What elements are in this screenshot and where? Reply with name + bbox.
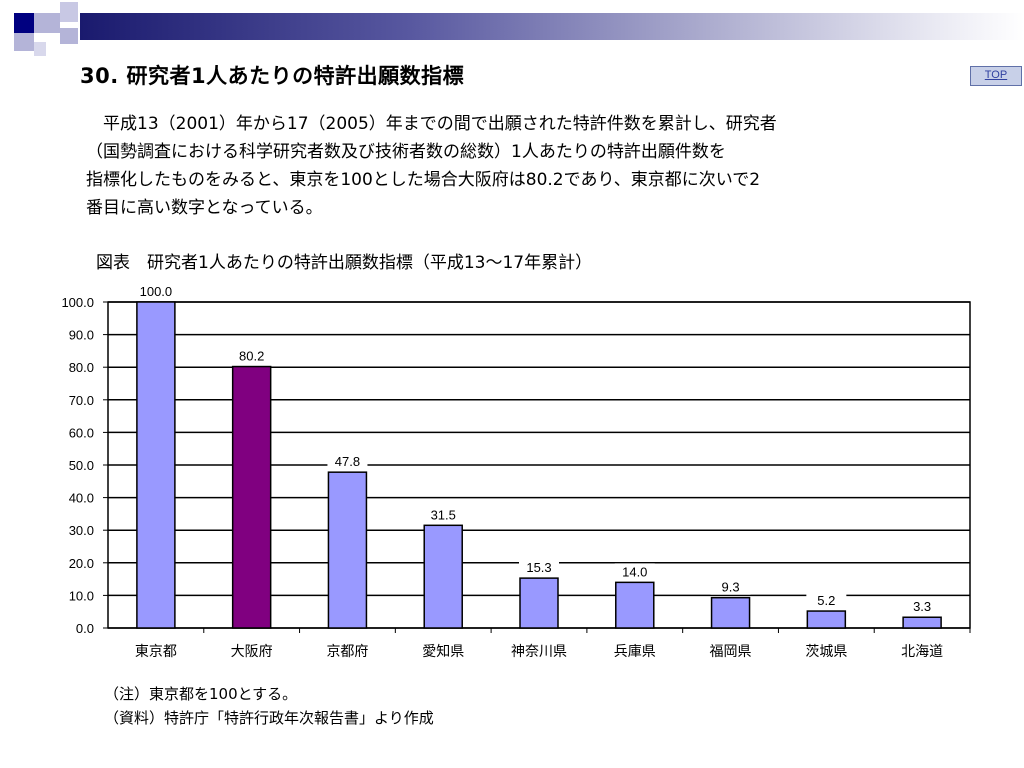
body-line: 平成13（2001）年から17（2005）年までの間で出願された特許件数を累計し… bbox=[86, 114, 777, 134]
y-tick-label: 100.0 bbox=[61, 295, 94, 310]
x-tick-label: 北海道 bbox=[901, 644, 943, 660]
footnote-line: （資料）特許庁「特許行政年次報告書」より作成 bbox=[104, 709, 434, 727]
bar bbox=[806, 610, 847, 629]
header-gradient-strip bbox=[80, 13, 1024, 40]
bar bbox=[136, 301, 176, 629]
data-label-bg bbox=[710, 578, 751, 595]
figure-caption: 図表 研究者1人あたりの特許出願数指標（平成13～17年累計） bbox=[96, 253, 593, 273]
y-tick-label: 70.0 bbox=[69, 393, 94, 408]
data-label-bg bbox=[806, 592, 847, 609]
header-square-light bbox=[34, 13, 60, 33]
footnotes: （注）東京都を100とする。 （資料）特許庁「特許行政年次報告書」より作成 bbox=[104, 682, 434, 730]
body-line: 番目に高い数字となっている。 bbox=[86, 198, 323, 218]
header-square-light bbox=[34, 42, 46, 56]
data-label: 14.0 bbox=[622, 564, 647, 579]
x-tick-label: 福岡県 bbox=[710, 644, 752, 660]
data-label-bg bbox=[327, 453, 368, 470]
data-label-bg bbox=[614, 563, 655, 580]
y-tick-label: 10.0 bbox=[69, 588, 94, 603]
header-square-light bbox=[60, 28, 78, 44]
data-label-bg bbox=[423, 506, 464, 523]
data-label-bg bbox=[902, 598, 943, 615]
bar-chart: 0.0 10.0 20.0 30.0 40.0 50.0 60.0 70.0 80.0 90.0 1… bbox=[61, 283, 971, 660]
x-tick-label: 愛知県 bbox=[422, 643, 464, 660]
header-square-dark bbox=[14, 13, 34, 33]
bar bbox=[327, 471, 368, 629]
y-tick-label: 30.0 bbox=[69, 523, 94, 538]
bar bbox=[519, 577, 559, 629]
header-square-light bbox=[14, 33, 34, 51]
data-label: 15.3 bbox=[526, 560, 551, 575]
x-tick-label: 大阪府 bbox=[231, 644, 273, 660]
y-tick-label: 50.0 bbox=[69, 458, 94, 473]
bar bbox=[231, 365, 272, 629]
body-line: 指標化したものをみると、東京を100とした場合大阪府は80.2であり、東京都に次… bbox=[86, 170, 761, 190]
body-paragraph: 平成13（2001）年から17（2005）年までの間で出願された特許件数を累計し… bbox=[86, 110, 926, 222]
y-tick-label: 40.0 bbox=[69, 491, 94, 506]
x-tick-label: 京都府 bbox=[326, 644, 368, 660]
data-label: 5.2 bbox=[817, 593, 835, 608]
y-tick-label: 80.0 bbox=[69, 360, 94, 375]
y-tick-label: 60.0 bbox=[69, 425, 94, 440]
header-decoration bbox=[0, 0, 1024, 60]
data-label: 9.3 bbox=[722, 580, 740, 595]
y-tick-label: 20.0 bbox=[69, 556, 94, 571]
y-tick-label: 0.0 bbox=[76, 621, 94, 636]
x-tick-label: 茨城県 bbox=[805, 644, 847, 660]
x-tick-label: 兵庫県 bbox=[614, 643, 656, 660]
header-square-light bbox=[60, 2, 78, 22]
data-label: 31.5 bbox=[431, 507, 456, 522]
x-tick-label: 東京都 bbox=[135, 644, 177, 660]
data-label-bg bbox=[231, 347, 272, 364]
data-label: 100.0 bbox=[140, 284, 173, 299]
x-tick-label: 神奈川県 bbox=[511, 644, 567, 660]
body-line: （国勢調査における科学研究者数及び技術者数の総数）1人あたりの特許出願件数を bbox=[86, 142, 726, 162]
data-label: 3.3 bbox=[913, 599, 931, 614]
bar bbox=[423, 524, 463, 629]
bar bbox=[902, 616, 942, 629]
data-label: 47.8 bbox=[335, 454, 360, 469]
data-label: 80.2 bbox=[239, 349, 264, 364]
bar bbox=[615, 581, 655, 629]
bar bbox=[710, 596, 751, 629]
page-title: 30. 研究者1人あたりの特許出願数指標 bbox=[80, 64, 465, 88]
y-tick-label: 90.0 bbox=[69, 328, 94, 343]
footnote-line: （注）東京都を100とする。 bbox=[104, 685, 298, 703]
top-link-button[interactable]: TOP bbox=[970, 66, 1022, 86]
data-label-bg bbox=[519, 559, 559, 576]
data-label-bg bbox=[135, 283, 176, 299]
